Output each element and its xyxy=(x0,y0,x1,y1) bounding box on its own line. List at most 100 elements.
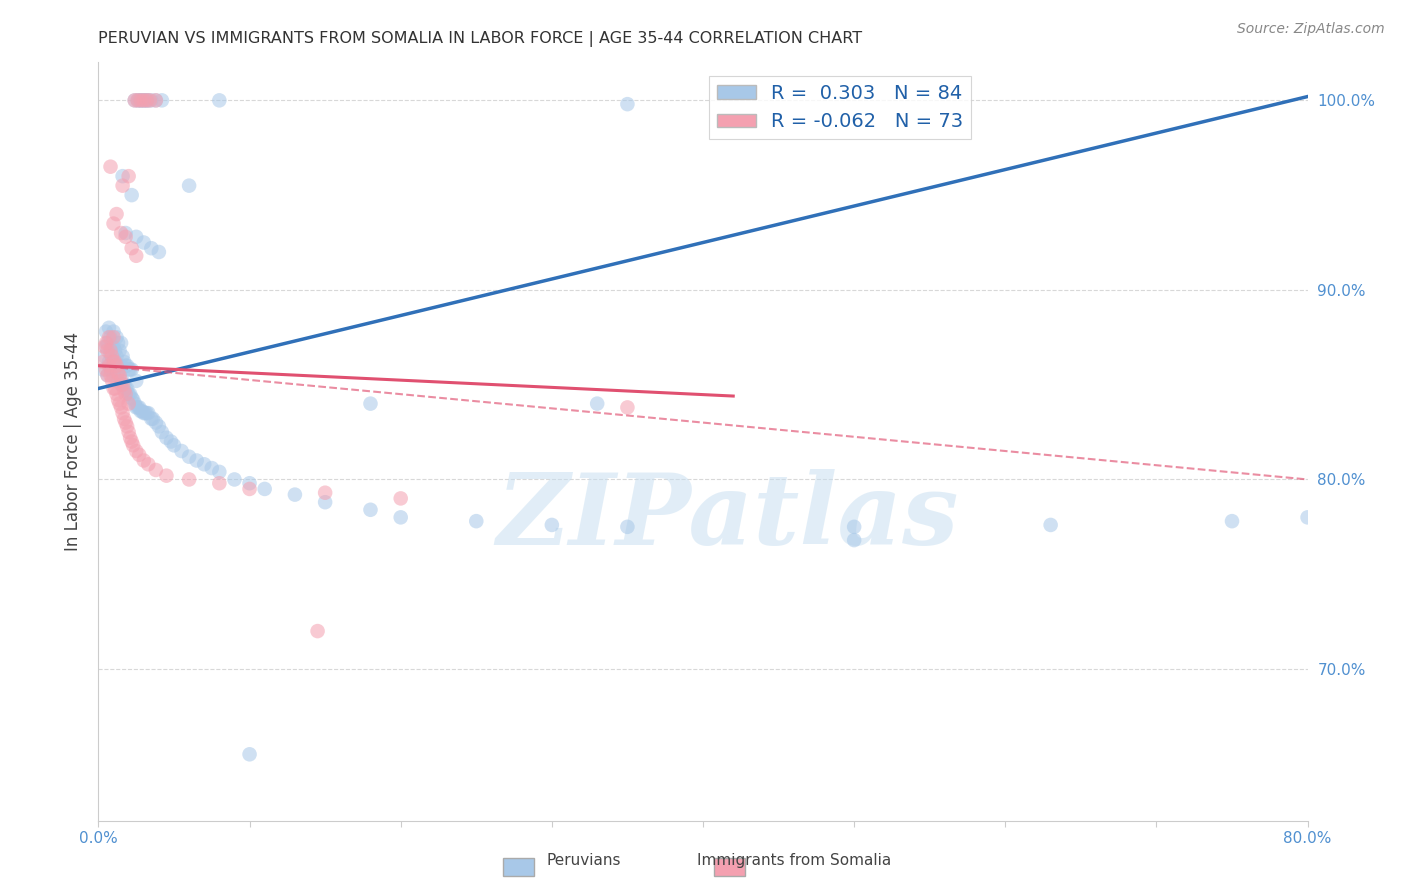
Point xyxy=(96,368,118,383)
Text: Immigrants from Somalia: Immigrants from Somalia xyxy=(697,854,891,868)
Point xyxy=(94,362,117,376)
Point xyxy=(844,533,866,547)
Point xyxy=(108,368,131,383)
Point xyxy=(115,419,138,434)
Point xyxy=(105,387,128,401)
Point xyxy=(125,444,148,458)
Point xyxy=(100,330,122,344)
Point xyxy=(121,434,143,449)
Point xyxy=(114,226,136,240)
Point xyxy=(389,510,412,524)
Point xyxy=(389,491,412,506)
Point xyxy=(360,397,382,411)
Point xyxy=(127,94,149,108)
Point xyxy=(112,377,135,392)
Point xyxy=(145,463,167,477)
Point xyxy=(139,94,162,108)
Text: Source: ZipAtlas.com: Source: ZipAtlas.com xyxy=(1237,22,1385,37)
Point xyxy=(125,249,148,263)
Point xyxy=(129,94,152,108)
Point xyxy=(122,438,145,452)
Point xyxy=(148,419,170,434)
Point xyxy=(125,374,148,388)
Point xyxy=(141,94,163,108)
Point xyxy=(132,94,155,108)
Point xyxy=(131,404,153,418)
Point xyxy=(110,377,132,392)
Point xyxy=(110,336,132,351)
Point xyxy=(103,340,125,354)
Point xyxy=(103,355,125,369)
Point xyxy=(179,450,201,464)
Point xyxy=(616,401,638,415)
Point xyxy=(314,485,336,500)
Point xyxy=(118,362,141,376)
Point xyxy=(120,431,142,445)
Point xyxy=(129,404,152,418)
Point xyxy=(104,355,127,369)
Point xyxy=(239,482,262,496)
Point xyxy=(111,349,134,363)
Point xyxy=(100,362,122,376)
Point xyxy=(120,387,142,401)
Point xyxy=(114,230,136,244)
Point xyxy=(118,169,141,184)
Point xyxy=(132,235,155,250)
Point xyxy=(121,241,143,255)
Point xyxy=(135,406,157,420)
Point xyxy=(91,355,114,369)
Point xyxy=(121,362,143,376)
Point xyxy=(100,160,122,174)
Point xyxy=(110,359,132,373)
Point xyxy=(145,94,167,108)
Point xyxy=(101,340,124,354)
Point xyxy=(103,355,125,369)
Point xyxy=(104,362,127,376)
Point xyxy=(124,94,146,108)
Point xyxy=(844,520,866,534)
Point xyxy=(104,382,127,396)
Text: PERUVIAN VS IMMIGRANTS FROM SOMALIA IN LABOR FORCE | AGE 35-44 CORRELATION CHART: PERUVIAN VS IMMIGRANTS FROM SOMALIA IN L… xyxy=(98,31,862,47)
Point xyxy=(124,397,146,411)
Point xyxy=(145,94,167,108)
Point xyxy=(155,468,177,483)
Point xyxy=(118,387,141,401)
Point xyxy=(193,458,215,472)
Point xyxy=(105,349,128,363)
Point xyxy=(134,94,156,108)
Point xyxy=(314,495,336,509)
Point xyxy=(616,520,638,534)
Point xyxy=(94,325,117,339)
Point xyxy=(118,425,141,439)
Point xyxy=(110,226,132,240)
Text: ZIPatlas: ZIPatlas xyxy=(496,469,959,566)
Point xyxy=(105,207,128,221)
Point xyxy=(98,330,121,344)
Point xyxy=(136,458,159,472)
Point xyxy=(125,401,148,415)
Point xyxy=(360,503,382,517)
Point xyxy=(98,321,121,335)
Point xyxy=(103,368,125,383)
Point xyxy=(103,217,125,231)
Point xyxy=(239,476,262,491)
Point xyxy=(96,368,118,383)
Point xyxy=(131,94,153,108)
Point xyxy=(179,178,201,193)
Point xyxy=(111,374,134,388)
Point xyxy=(112,412,135,426)
Point xyxy=(127,94,149,108)
Point xyxy=(253,482,276,496)
Point xyxy=(98,359,121,373)
Point xyxy=(307,624,329,639)
Point xyxy=(105,368,128,383)
Y-axis label: In Labor Force | Age 35-44: In Labor Force | Age 35-44 xyxy=(65,332,83,551)
Point xyxy=(122,392,145,407)
Point xyxy=(108,343,131,358)
Point xyxy=(136,94,159,108)
Point xyxy=(128,94,150,108)
Point xyxy=(132,94,155,108)
Point xyxy=(121,188,143,202)
Point xyxy=(108,397,131,411)
Point xyxy=(103,325,125,339)
